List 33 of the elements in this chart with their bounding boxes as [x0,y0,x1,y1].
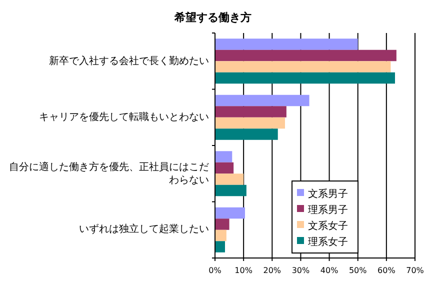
y-tick-label: 自分に適した働き方を優先、正社員にはこだわらない [8,160,209,187]
bar [215,106,286,118]
legend-label: 文系女子 [308,220,348,232]
bar [215,50,396,62]
x-tick-label: 10% [234,266,253,275]
y-tick-label: キャリアを優先して転職もいとわない [38,110,209,124]
y-tick-label: いずれは独立して起業したい [78,223,209,236]
bar [215,174,244,185]
bar [215,61,391,72]
bar [215,72,395,84]
bar [215,241,225,252]
bar [215,128,278,140]
x-tick-label: 50% [348,266,368,275]
bar [215,162,234,174]
legend-label: 理系女子 [308,236,348,248]
x-tick-label: 40% [320,266,339,275]
x-tick-label: 0% [208,266,222,275]
bar [215,94,310,106]
x-tick-label: 60% [378,266,396,275]
x-tick-label: 30% [292,266,310,275]
bar [215,230,226,242]
chart-title: 希望する働き方 [174,11,252,24]
legend-label: 文系男子 [308,188,348,200]
bar [215,218,230,230]
x-tick-label: 20% [263,266,282,275]
bar [215,184,246,196]
bar [215,117,285,129]
legend-label: 理系男子 [308,204,348,216]
y-tick-label: 新卒で入社する会社で長く勤めたい [48,54,209,68]
bar [215,38,358,50]
bar [215,151,232,162]
x-tick-label: 70% [406,266,424,275]
bar [215,207,245,219]
